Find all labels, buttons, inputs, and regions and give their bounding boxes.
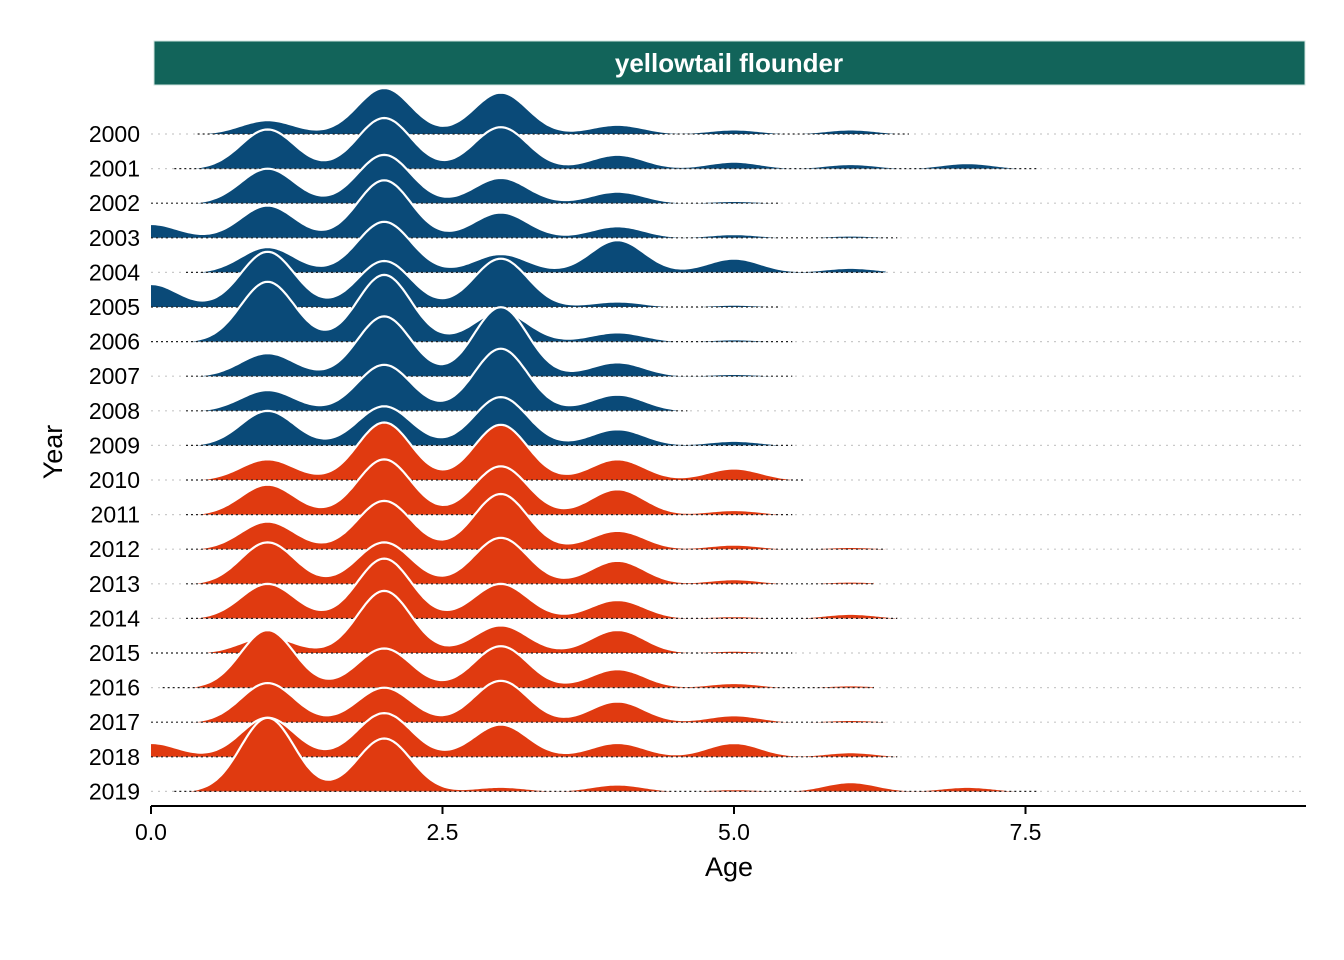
ridge-outline-2017 (151, 679, 886, 724)
ridge-fill-2013 (186, 537, 874, 584)
x-tick-label: 5.0 (718, 819, 750, 845)
ridge-outline-2014 (185, 557, 898, 620)
ridge-outline-2005 (150, 250, 781, 308)
ridge-fill-2017 (151, 680, 886, 723)
ridge-outline-2012 (186, 492, 886, 550)
x-tick-label: 0.0 (135, 819, 167, 845)
panel-title: yellowtail flounder (615, 48, 843, 78)
y-tick-label: 2017 (89, 709, 140, 735)
y-tick-label: 2008 (89, 398, 140, 424)
y-tick-label: 2012 (89, 536, 140, 562)
ridge-outline-2001 (174, 116, 1038, 170)
ridge-outline-2010 (185, 421, 805, 481)
ridge-outline-2003 (151, 179, 898, 239)
y-tick-label: 2006 (89, 329, 140, 355)
ridge-outline-2006 (151, 273, 793, 343)
y-tick-label: 2009 (89, 432, 140, 458)
ridge-fill-2011 (186, 459, 793, 515)
ridge-outline-2002 (151, 153, 781, 205)
ridge-outline-2000 (197, 86, 909, 135)
y-tick-label: 2013 (89, 571, 140, 597)
ridge-outline-2007 (185, 306, 793, 378)
y-tick-label: 2019 (89, 778, 140, 804)
y-tick-label: 2001 (89, 156, 140, 182)
y-tick-label: 2011 (91, 502, 140, 528)
ridge-fill-2007 (186, 307, 793, 377)
ridge-outline-2008 (185, 347, 688, 412)
ridge-outline-2016 (162, 628, 874, 689)
ridge-fill-2003 (151, 180, 898, 238)
y-tick-label: 2015 (89, 640, 140, 666)
ridge-outline-2004 (185, 220, 886, 274)
x-tick-label: 2.5 (427, 819, 459, 845)
ridge-fill-2005 (151, 251, 781, 307)
ridge-fill-2002 (151, 154, 781, 204)
ridge-outline-2018 (151, 711, 898, 757)
x-axis-ticks: 0.0 2.5 5.0 7.5 (135, 806, 1041, 845)
y-tick-label: 2007 (89, 363, 140, 389)
ridge-fill-2008 (186, 348, 688, 411)
y-tick-label: 2003 (89, 225, 140, 251)
ridge-fill-2004 (186, 221, 886, 273)
x-tick-label: 7.5 (1010, 819, 1042, 845)
ridge-fill-2009 (186, 397, 793, 446)
y-tick-label: 2005 (89, 294, 140, 320)
y-tick-label: 2018 (89, 744, 140, 770)
ridge-fill-2012 (186, 494, 886, 550)
y-tick-label: 2014 (89, 605, 140, 631)
y-tick-label: 2004 (89, 259, 140, 285)
y-axis-title: Year (38, 425, 68, 480)
density-ridges (150, 86, 1038, 793)
y-tick-label: 2016 (89, 675, 140, 701)
ridge-outline-2013 (185, 536, 874, 585)
ridge-outline-2011 (185, 458, 793, 516)
ridge-fill-2019 (174, 717, 1038, 792)
ridge-fill-2015 (151, 590, 793, 653)
y-axis-tick-labels: 2000 2001 2002 2003 2004 2005 2006 2007 2008 2009… (89, 121, 140, 804)
y-tick-label: 2000 (89, 121, 140, 147)
x-axis-title: Age (705, 852, 753, 882)
y-tick-label: 2010 (89, 467, 140, 493)
ridge-outline-2009 (185, 395, 793, 447)
panel-strip (153, 40, 1306, 86)
y-tick-label: 2002 (89, 190, 140, 216)
ridge-fill-2016 (162, 630, 874, 688)
ridge-outline-2019 (174, 716, 1038, 793)
